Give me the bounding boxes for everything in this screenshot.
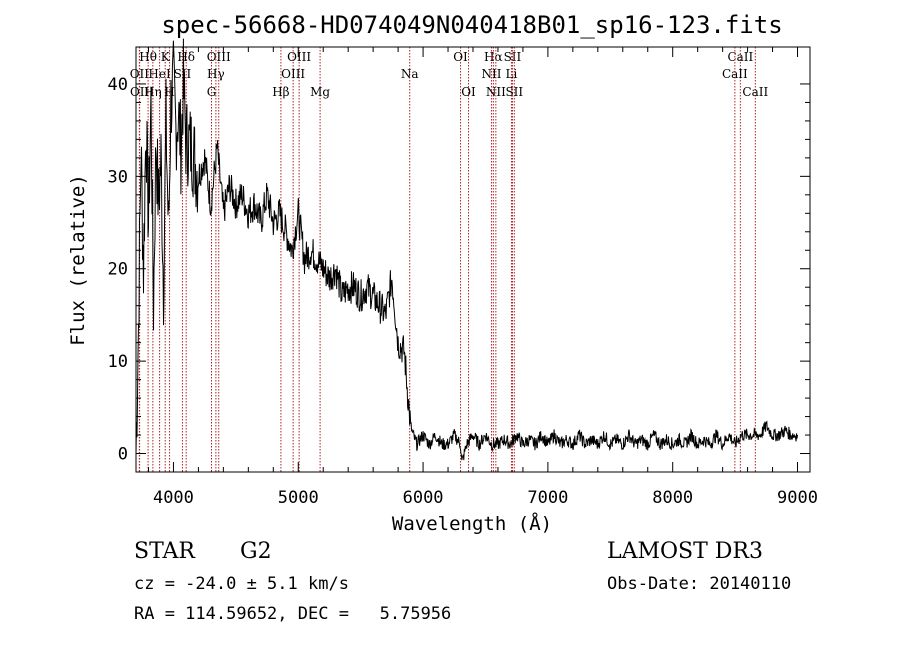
x-tick-label-9000: 9000 [777,488,818,508]
marker-label-1: K [161,50,171,64]
y-tick-label-10: 10 [108,352,128,372]
x-tick-label-8000: 8000 [652,488,693,508]
marker-label-15: NII [481,67,501,81]
marker-label-25: NII [486,85,506,99]
x-tick-label-6000: 6000 [403,488,444,508]
x-tick-label-4000: 4000 [153,488,194,508]
spectral-subclass: G2 [240,539,272,564]
marker-label-16: Li [506,67,518,81]
marker-label-19: Hη [144,85,162,99]
object-class: STAR [134,539,195,564]
y-tick-label-30: 30 [108,167,128,187]
marker-label-20: H [164,85,174,99]
marker-label-24: OI [461,85,476,99]
y-tick-label-20: 20 [108,260,128,280]
marker-label-6: Hα [484,50,503,64]
marker-label-0: Hθ [139,50,157,64]
marker-label-13: OIII [281,67,305,81]
marker-label-21: G [207,85,217,99]
marker-label-11: SII [174,67,192,81]
x-axis-label: Wavelength (Å) [392,512,552,535]
y-axis-label: Flux (relative) [67,174,89,346]
marker-label-22: Hβ [272,85,289,99]
marker-label-8: CaII [727,50,753,64]
marker-label-3: OIII [207,50,231,64]
marker-label-2: Hδ [177,50,195,64]
x-tick-label-5000: 5000 [278,488,319,508]
chart-title: spec-56668-HD074049N040418B01_sp16-123.f… [161,11,782,39]
plot-frame [135,46,811,473]
x-tick-label-7000: 7000 [527,488,568,508]
marker-label-18: OII [130,85,150,99]
y-axis-ticks: 0 10 20 30 40 [108,75,810,465]
spectrum-line [135,38,798,461]
marker-label-17: CaII [722,67,748,81]
marker-label-12: Hγ [207,67,225,81]
marker-label-10: HeI [148,67,171,81]
marker-label-14: Na [401,67,419,81]
y-tick-label-40: 40 [108,75,128,95]
y-tick-label-0: 0 [118,445,128,465]
redshift-info: cz = -24.0 ± 5.1 km/s [134,574,349,594]
marker-label-7: SII [504,50,522,64]
spectrum-chart: spec-56668-HD074049N040418B01_sp16-123.f… [67,11,818,535]
x-axis-ticks: 4000 5000 6000 7000 8000 9000 [147,47,818,508]
marker-label-27: CaII [742,85,768,99]
marker-label-23: Mg [310,85,330,99]
marker-label-4: OIII [287,50,311,64]
obs-date: Obs-Date: 20140110 [607,574,792,594]
marker-label-5: OI [453,50,468,64]
marker-label-26: SII [505,85,523,99]
coordinates: RA = 114.59652, DEC = 5.75956 [134,604,452,624]
survey-name: LAMOST DR3 [607,539,763,564]
